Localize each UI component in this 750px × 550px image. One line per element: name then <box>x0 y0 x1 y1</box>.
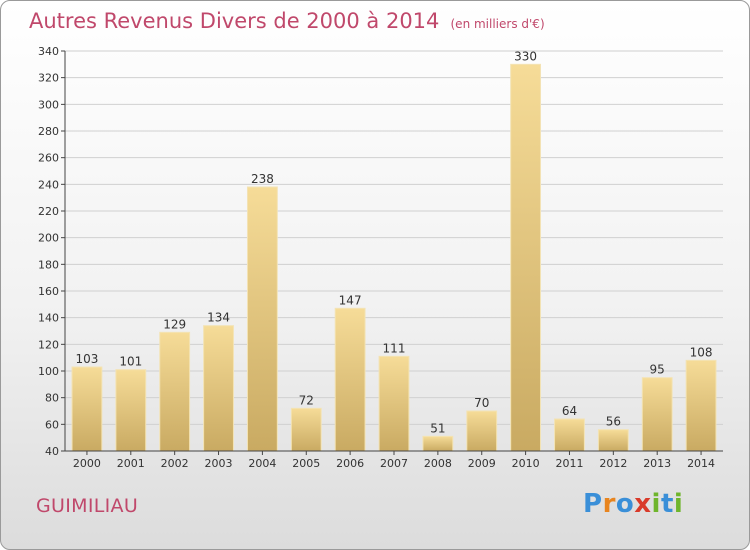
y-tick-label: 260 <box>38 152 59 165</box>
x-tick-label: 2005 <box>292 457 320 470</box>
bar-value-label: 56 <box>606 415 621 429</box>
x-tick-label: 2003 <box>205 457 233 470</box>
logo-letter: x <box>634 489 652 519</box>
y-tick-label: 200 <box>38 232 59 245</box>
bar-value-label: 64 <box>562 404 577 418</box>
y-tick-label: 340 <box>38 45 59 58</box>
bar-2013 <box>641 377 673 452</box>
y-tick-label: 40 <box>45 445 59 458</box>
logo-letter: o <box>615 489 635 519</box>
bar-value-label: 72 <box>299 393 314 407</box>
x-tick-label: 2014 <box>687 457 715 470</box>
x-tick-label: 2002 <box>161 457 189 470</box>
bar-value-label: 108 <box>690 345 713 359</box>
y-tick-label: 100 <box>38 365 59 378</box>
bar-value-label: 134 <box>207 311 230 325</box>
y-tick-label: 120 <box>38 338 59 351</box>
y-tick-label: 240 <box>38 178 59 191</box>
x-tick-label: 2006 <box>336 457 364 470</box>
y-tick-label: 160 <box>38 285 59 298</box>
bar-value-label: 147 <box>339 293 362 307</box>
bar-2007 <box>378 355 410 452</box>
y-tick-label: 60 <box>45 418 59 431</box>
bar-value-label: 330 <box>514 49 537 63</box>
logo-letter: P <box>583 489 603 519</box>
bar-2005 <box>290 407 322 452</box>
bar-2004 <box>246 186 278 452</box>
place-name: GUIMILIAU <box>36 495 139 517</box>
bar-2006 <box>334 307 366 452</box>
logo-letter: t <box>660 489 674 519</box>
axis-layer: 40 60 80 100 120 140 160 180 200 220 240 260 280 300 3… <box>38 45 723 470</box>
x-tick-label: 2011 <box>555 457 583 470</box>
x-tick-label: 2012 <box>599 457 627 470</box>
bar-2003 <box>203 325 234 452</box>
x-tick-label: 2009 <box>468 457 496 470</box>
y-tick-label: 80 <box>45 392 59 405</box>
bar-2009 <box>466 410 498 452</box>
bar-2010 <box>510 63 542 452</box>
y-tick-label: 220 <box>38 205 59 218</box>
x-tick-label: 2008 <box>424 457 452 470</box>
bar-value-label: 103 <box>75 352 98 366</box>
x-tick-label: 2000 <box>73 457 101 470</box>
y-tick-label: 180 <box>38 258 59 271</box>
bar-value-label: 129 <box>163 317 186 331</box>
bar-2012 <box>597 429 629 452</box>
y-tick-label: 300 <box>38 98 59 111</box>
bar-value-label: 238 <box>251 172 274 186</box>
x-tick-label: 2001 <box>117 457 145 470</box>
bar-value-label: 70 <box>474 396 489 410</box>
x-tick-label: 2013 <box>643 457 671 470</box>
bar-2002 <box>159 331 191 452</box>
bar-2008 <box>422 435 454 452</box>
y-tick-label: 320 <box>38 72 59 85</box>
x-tick-label: 2010 <box>512 457 540 470</box>
chart-subtitle: (en milliers d'€) <box>450 17 545 31</box>
y-tick-label: 280 <box>38 125 59 138</box>
title-row: Autres Revenus Divers de 2000 à 2014 (en… <box>29 9 545 33</box>
bar-value-label: 101 <box>119 355 142 369</box>
bar-2001 <box>115 369 147 452</box>
y-tick-label: 140 <box>38 312 59 325</box>
bar-value-label: 111 <box>383 341 406 355</box>
bar-value-label: 51 <box>430 421 445 435</box>
proxiti-logo[interactable]: Proxiti <box>583 489 683 519</box>
x-tick-label: 2004 <box>248 457 276 470</box>
logo-letter: r <box>602 489 616 519</box>
logo-letter: i <box>673 489 684 519</box>
logo-letter: i <box>651 489 661 519</box>
bar-2000 <box>71 366 103 452</box>
bar-2011 <box>554 418 585 452</box>
bar-2014 <box>685 359 717 452</box>
bars-layer <box>71 63 717 452</box>
bar-value-label: 95 <box>650 363 665 377</box>
x-tick-label: 2007 <box>380 457 408 470</box>
chart-title: Autres Revenus Divers de 2000 à 2014 <box>29 9 440 33</box>
